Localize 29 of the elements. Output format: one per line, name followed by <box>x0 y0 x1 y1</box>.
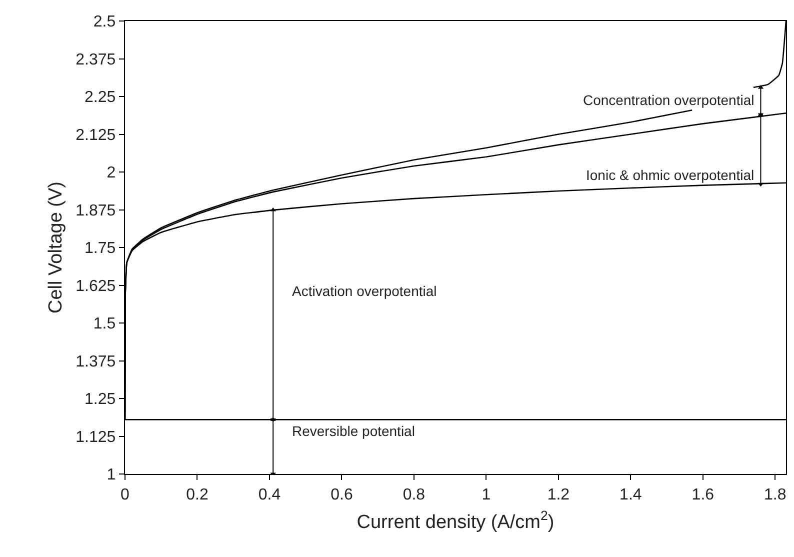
y-axis-title: Cell Voltage (V) <box>45 181 66 314</box>
y-tick-label: 2.125 <box>76 126 116 144</box>
annotation: Activation overpotential <box>292 283 437 299</box>
y-tick-label: 1.125 <box>76 428 116 446</box>
y-tick-label: 1.375 <box>76 353 116 370</box>
x-tick-label: 1.6 <box>692 486 714 504</box>
x-tick-label: 1.2 <box>547 486 570 504</box>
y-tick-label: 1.75 <box>84 240 116 258</box>
x-tick-label: 1.4 <box>620 486 642 504</box>
y-tick-label: 1 <box>106 466 116 484</box>
y-tick-label: 2.5 <box>93 14 116 31</box>
y-tick-label: 2 <box>106 164 116 182</box>
annotation: Ionic & ohmic overpotential <box>586 167 754 183</box>
y-tick-label: 1.5 <box>93 316 116 333</box>
y-tick-label: 1.25 <box>84 391 116 408</box>
annotation: Reversible potential <box>292 423 415 439</box>
x-tick-label: 0.2 <box>186 486 208 504</box>
x-axis-title: Current density (A/cm$^{2}$) <box>356 508 554 534</box>
x-tick-label: 1.8 <box>764 486 786 504</box>
annotation: Concentration overpotential <box>583 92 754 108</box>
y-tick-label: 1.625 <box>76 278 116 295</box>
y-tick-label: 2.375 <box>76 51 116 68</box>
y-tick-label: 2.25 <box>84 89 116 106</box>
x-tick-label: 0.8 <box>402 486 426 504</box>
x-tick-label: 0.4 <box>258 486 281 504</box>
x-tick-label: 0.6 <box>330 486 353 504</box>
x-tick-label: 1 <box>482 486 491 504</box>
x-tick-label: 0 <box>120 486 130 504</box>
y-tick-label: 1.875 <box>76 202 116 220</box>
